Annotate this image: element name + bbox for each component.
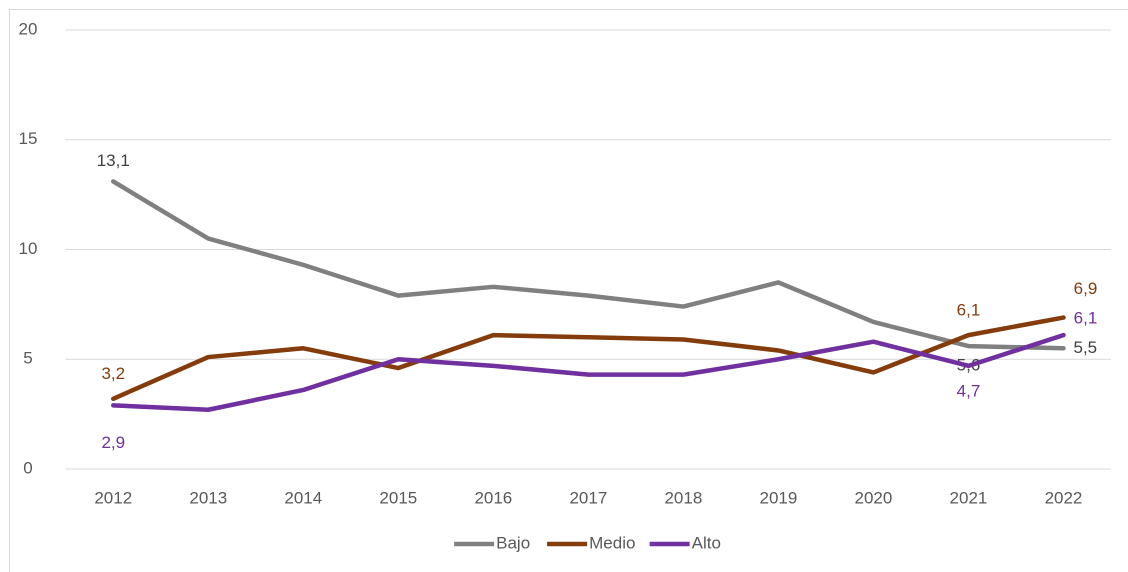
x-tick-label: 2014	[284, 488, 322, 507]
data-label: 2,9	[101, 433, 125, 452]
x-tick-label: 2020	[855, 488, 893, 507]
y-tick-label: 0	[23, 458, 32, 477]
x-tick-label: 2017	[569, 488, 607, 507]
data-label: 5,5	[1073, 338, 1097, 357]
legend-label: Bajo	[496, 533, 530, 552]
x-tick-label: 2019	[760, 488, 798, 507]
y-tick-label: 10	[19, 239, 38, 258]
y-tick-label: 20	[19, 19, 38, 38]
y-tick-label: 5	[23, 349, 32, 368]
data-label: 6,1	[957, 301, 981, 320]
x-tick-label: 2012	[94, 488, 132, 507]
legend-label: Alto	[692, 533, 721, 552]
data-label: 3,2	[101, 364, 125, 383]
data-label: 6,9	[1074, 279, 1098, 298]
x-tick-label: 2016	[474, 488, 512, 507]
x-tick-label: 2015	[379, 488, 417, 507]
chart-border	[9, 9, 1128, 572]
y-tick-label: 15	[19, 129, 38, 148]
data-label: 6,1	[1074, 309, 1098, 328]
series-line	[111, 315, 1066, 402]
x-tick-label: 2021	[950, 488, 988, 507]
data-label: 13,1	[97, 151, 130, 170]
series-line	[111, 332, 1066, 412]
data-label: 4,7	[957, 381, 981, 400]
series-line	[111, 179, 1066, 351]
x-tick-label: 2018	[664, 488, 702, 507]
legend-label: Medio	[589, 533, 635, 552]
x-tick-label: 2013	[189, 488, 227, 507]
x-tick-label: 2022	[1045, 488, 1083, 507]
